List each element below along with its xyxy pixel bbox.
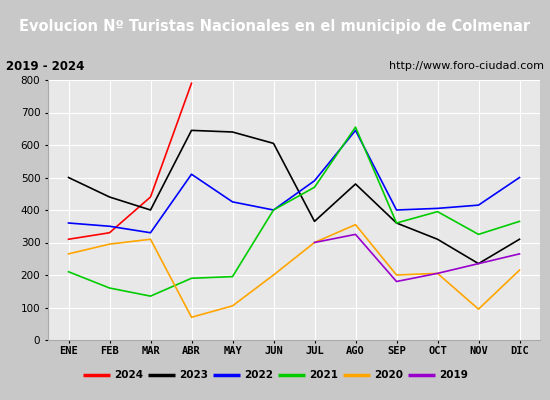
Text: 2019: 2019: [439, 370, 468, 380]
Text: 2022: 2022: [244, 370, 273, 380]
Text: 2021: 2021: [309, 370, 338, 380]
Text: Evolucion Nº Turistas Nacionales en el municipio de Colmenar: Evolucion Nº Turistas Nacionales en el m…: [19, 18, 531, 34]
Text: http://www.foro-ciudad.com: http://www.foro-ciudad.com: [389, 61, 544, 71]
Text: 2020: 2020: [374, 370, 403, 380]
Text: 2024: 2024: [114, 370, 143, 380]
Text: 2019 - 2024: 2019 - 2024: [6, 60, 84, 72]
Text: 2023: 2023: [179, 370, 208, 380]
